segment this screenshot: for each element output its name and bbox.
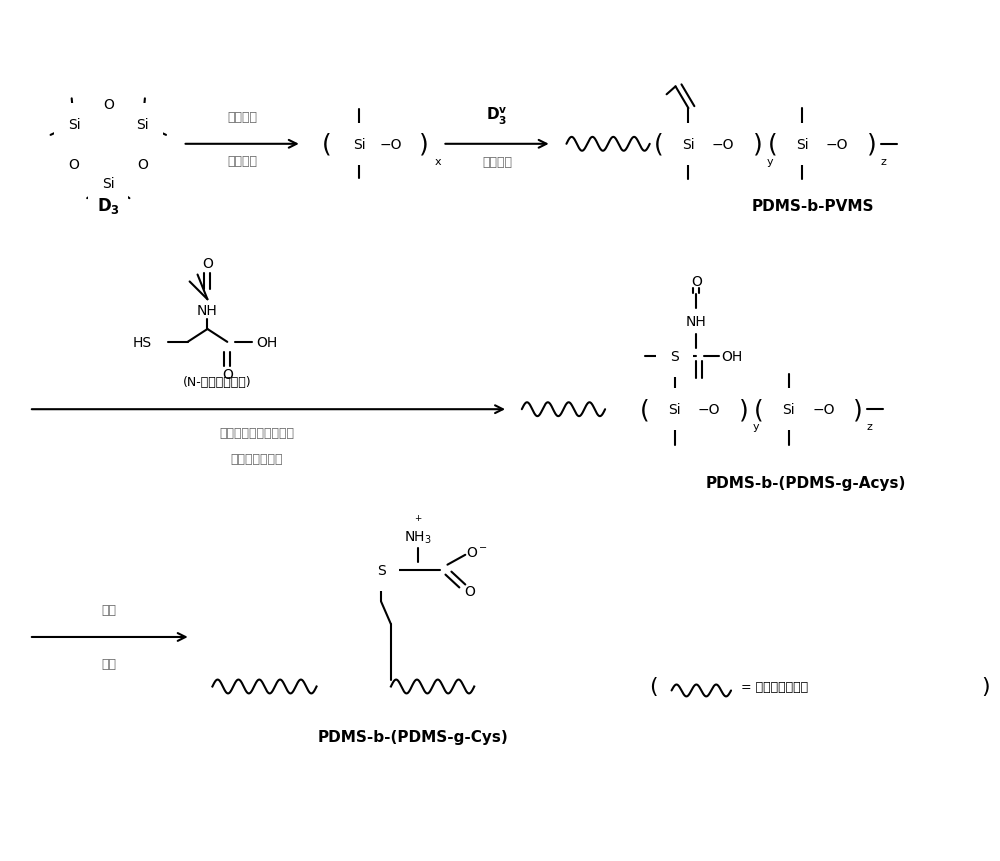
Text: −O: −O (698, 403, 720, 417)
Text: PDMS-b-(PDMS-g-Cys): PDMS-b-(PDMS-g-Cys) (317, 728, 508, 744)
Text: Si: Si (668, 403, 681, 417)
Text: ): ) (753, 133, 763, 157)
Text: 正丁基锂: 正丁基锂 (227, 110, 257, 123)
Text: Si: Si (353, 138, 365, 152)
Text: (: ( (649, 677, 658, 697)
Text: O: O (137, 158, 148, 171)
Text: $\mathbf{D_3^v}$: $\mathbf{D_3^v}$ (486, 105, 508, 127)
Text: NH: NH (197, 304, 218, 318)
Text: Si: Si (782, 403, 795, 417)
Text: O: O (222, 367, 233, 381)
Text: z: z (881, 157, 887, 166)
Text: (: ( (654, 133, 664, 157)
Text: OH: OH (721, 350, 743, 363)
Text: ): ) (853, 398, 863, 422)
Text: −O: −O (826, 138, 848, 152)
Text: y: y (753, 422, 759, 431)
Text: Si: Si (68, 118, 80, 132)
Text: −O: −O (712, 138, 734, 152)
Text: NH$_3$: NH$_3$ (404, 530, 432, 546)
Text: 四氢呋喃、甲醇: 四氢呋喃、甲醇 (231, 453, 283, 466)
Text: O$^-$: O$^-$ (466, 545, 488, 559)
Text: (N-乙酰半胱氨酸): (N-乙酰半胱氨酸) (183, 375, 252, 388)
Text: O: O (464, 585, 475, 598)
Text: x: x (434, 157, 441, 166)
Text: (: ( (640, 398, 650, 422)
Text: −O: −O (380, 138, 402, 152)
Text: Si: Si (102, 177, 115, 191)
Text: PDMS-b-PVMS: PDMS-b-PVMS (751, 199, 874, 214)
Text: ): ) (739, 398, 749, 422)
Text: Si: Si (682, 138, 695, 152)
Text: ): ) (982, 677, 990, 697)
Text: PDMS-b-(PDMS-g-Acys): PDMS-b-(PDMS-g-Acys) (705, 475, 906, 491)
Text: HS: HS (132, 336, 152, 350)
Text: z: z (867, 422, 873, 431)
Text: $\mathbf{D_3}$: $\mathbf{D_3}$ (97, 196, 120, 216)
Text: 四氢呋喃: 四氢呋喃 (227, 155, 257, 168)
Text: O: O (69, 158, 79, 171)
Text: 回流: 回流 (102, 658, 117, 671)
Text: ): ) (867, 133, 877, 157)
Text: Si: Si (796, 138, 809, 152)
Text: (: ( (754, 398, 764, 422)
Text: = 聚硅氧烷分子链: = 聚硅氧烷分子链 (741, 680, 808, 693)
Text: O: O (202, 257, 213, 270)
Text: ): ) (419, 133, 429, 157)
Text: $^+$: $^+$ (413, 514, 423, 527)
Text: 盐酸: 盐酸 (102, 603, 117, 616)
Text: OH: OH (256, 336, 278, 350)
Text: (: ( (768, 133, 778, 157)
Text: S: S (670, 350, 679, 363)
Text: NH: NH (686, 315, 707, 329)
Text: −O: −O (812, 403, 835, 417)
Text: Si: Si (136, 118, 149, 132)
Text: O: O (103, 98, 114, 112)
Text: 安息香二甲醚、紫外光: 安息香二甲醚、紫外光 (220, 427, 295, 440)
Text: O: O (691, 276, 702, 289)
Text: S: S (377, 563, 385, 577)
Text: y: y (766, 157, 773, 166)
Text: (: ( (322, 133, 331, 157)
Text: 四氢呋喃: 四氢呋喃 (482, 156, 512, 169)
